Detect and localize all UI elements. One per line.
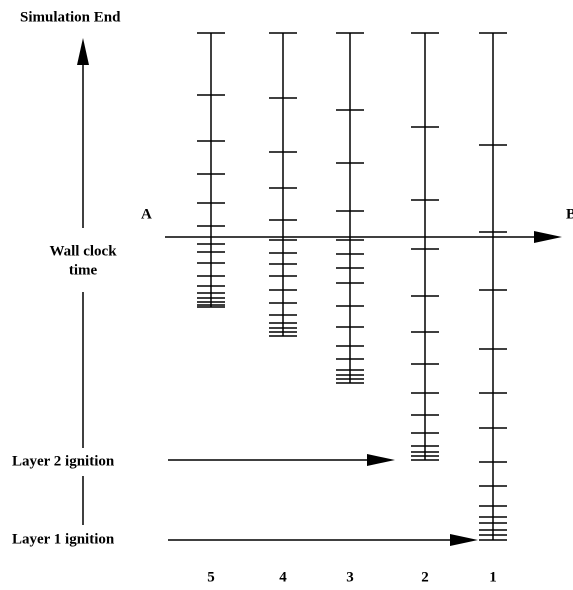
layer-label: Layer 1 ignition [12,531,115,547]
column-label: 4 [279,569,287,585]
arrow-head [450,534,478,546]
column-label: 1 [489,569,497,585]
column-label: 2 [421,569,429,585]
arrow-head [534,231,562,243]
point-label: B [566,206,573,222]
arrow-head [367,454,395,466]
column-label: 3 [346,569,354,585]
axis-label: Wall clock [49,243,117,259]
point-label: A [141,206,152,222]
layer-label: Layer 2 ignition [12,453,115,469]
axis-label: time [69,262,98,278]
arrow-head [77,38,89,65]
top-label: Simulation End [20,9,121,25]
column-label: 5 [207,569,215,585]
